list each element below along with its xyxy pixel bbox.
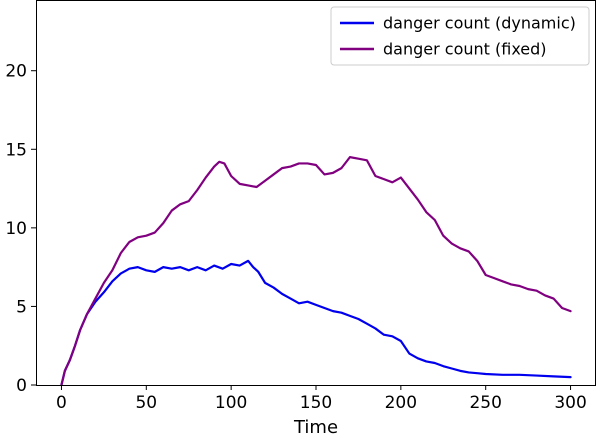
- legend-entries: danger count (dynamic) danger count (fixe…: [340, 14, 576, 59]
- x-tick-label: 50: [135, 393, 157, 413]
- y-axis-ticks: 0 5 10 15 20: [5, 62, 36, 396]
- x-axis-label: Time: [293, 417, 338, 438]
- plot-frame: [36, 0, 596, 386]
- y-tick-label: 20: [5, 62, 27, 82]
- series-line-dynamic: [60, 259, 572, 387]
- x-tick-label: 250: [469, 393, 501, 413]
- y-tick-label: 5: [16, 297, 27, 317]
- series-line-fixed: [60, 156, 572, 387]
- x-tick-label: 0: [56, 393, 67, 413]
- y-tick-label: 10: [5, 219, 27, 239]
- series-layer: [60, 156, 572, 387]
- x-tick-label: 150: [300, 393, 332, 413]
- legend-label: danger count (dynamic): [383, 14, 576, 33]
- legend: danger count (dynamic) danger count (fixe…: [330, 6, 590, 66]
- y-tick-label: 0: [16, 376, 27, 396]
- y-tick-label: 15: [5, 140, 27, 160]
- x-tick-label: 100: [215, 393, 247, 413]
- legend-box: [330, 6, 590, 66]
- x-tick-label: 300: [554, 393, 586, 413]
- x-tick-label: 200: [385, 393, 417, 413]
- x-axis-ticks: 0 50 100 150 200 250 300: [56, 385, 587, 413]
- legend-label: danger count (fixed): [383, 40, 547, 59]
- plot-area: 0 50 100 150 200 250 300 0 5 10 15 20: [5, 0, 596, 413]
